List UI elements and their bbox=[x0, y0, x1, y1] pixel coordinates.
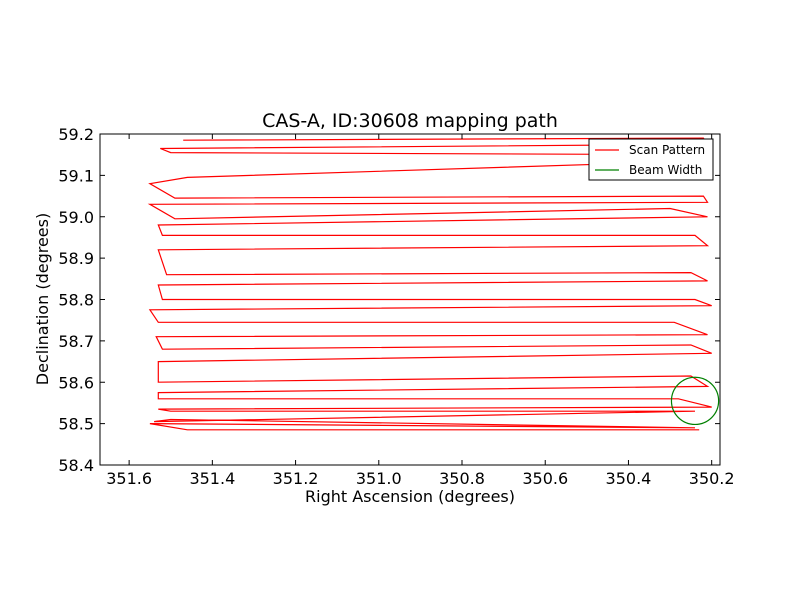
y-axis-label: Declination (degrees) bbox=[33, 213, 52, 385]
y-tick-label: 59.2 bbox=[58, 125, 94, 144]
chart-title: CAS-A, ID:30608 mapping path bbox=[262, 110, 558, 132]
x-tick-label: 350.6 bbox=[522, 469, 568, 488]
x-axis-ticks: 351.6 351.4 351.2 351.0 350.8 350.6 350.4 350.2 bbox=[106, 134, 735, 488]
x-tick-label: 351.6 bbox=[106, 469, 152, 488]
x-tick-label: 351.0 bbox=[356, 469, 402, 488]
plot-area bbox=[99, 133, 721, 466]
legend-label: Beam Width bbox=[629, 163, 702, 177]
legend-box bbox=[588, 138, 714, 181]
y-tick-label: 58.4 bbox=[58, 456, 94, 475]
y-tick-label: 58.6 bbox=[58, 373, 94, 392]
y-axis-ticks: 58.4 58.5 58.6 58.7 58.8 58.9 59.0 59.1 59.2 bbox=[58, 125, 720, 475]
y-tick-label: 59.1 bbox=[58, 166, 94, 185]
y-tick-label: 58.7 bbox=[58, 332, 94, 351]
legend-label: Scan Pattern bbox=[629, 143, 705, 157]
y-tick-label: 58.8 bbox=[58, 291, 94, 310]
x-tick-label: 350.2 bbox=[689, 469, 735, 488]
x-tick-label: 351.2 bbox=[273, 469, 319, 488]
x-tick-label: 350.4 bbox=[606, 469, 652, 488]
x-axis-label: Right Ascension (degrees) bbox=[305, 487, 515, 506]
scan-pattern-line bbox=[147, 137, 712, 431]
y-tick-label: 59.0 bbox=[58, 208, 94, 227]
x-tick-label: 350.8 bbox=[439, 469, 485, 488]
legend: Scan Pattern Beam Width bbox=[588, 138, 714, 181]
y-tick-label: 58.5 bbox=[58, 415, 94, 434]
beam-width-circle bbox=[670, 376, 720, 426]
y-tick-label: 58.9 bbox=[58, 249, 94, 268]
x-tick-label: 351.4 bbox=[189, 469, 235, 488]
